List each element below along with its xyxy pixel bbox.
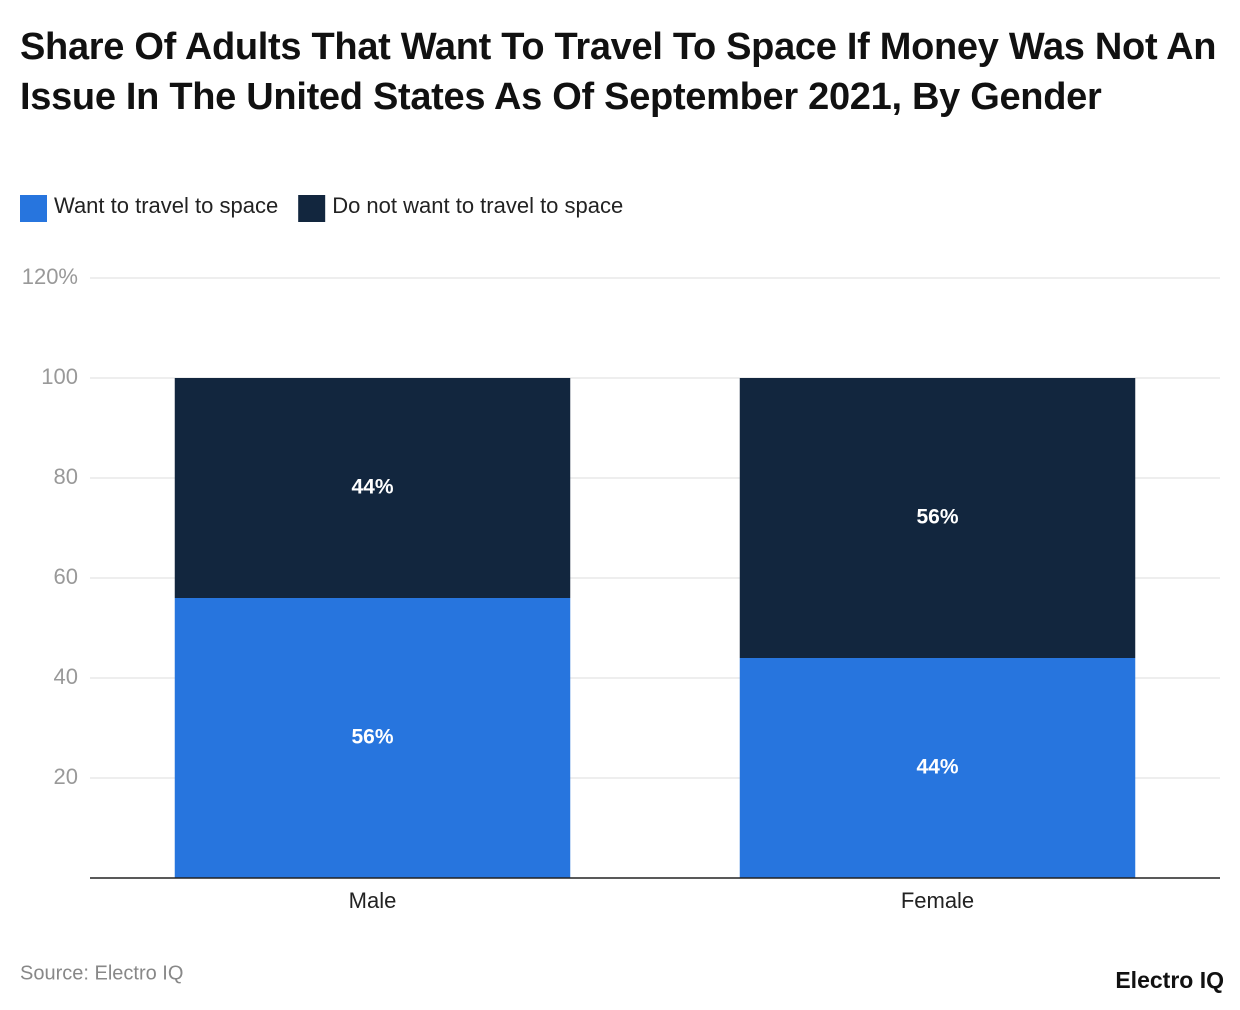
y-tick-label: 60 [54,564,78,589]
brand: Electro IQ [1115,967,1224,993]
y-tick-label: 120% [22,264,78,289]
legend-swatch [20,195,47,222]
chart-title: Share Of Adults That Want To Travel To S… [20,26,1217,118]
y-tick-label: 40 [54,664,78,689]
data-label: 44% [351,476,393,499]
bar-segment [174,378,571,598]
source: Source: Electro IQ [20,962,183,984]
bar-segment [739,378,1136,658]
y-tick-label: 20 [54,764,78,789]
data-label: 56% [351,726,393,749]
data-label: 56% [916,506,958,529]
legend-swatch [298,195,326,222]
y-tick-label: 80 [54,464,78,489]
y-tick-label: 100 [41,364,78,389]
bar-segment [174,598,571,878]
x-tick-label: Female [901,888,974,913]
legend-label: Want to travel to space [54,193,278,218]
legend-label: Do not want to travel to space [332,193,623,218]
bar-segment [739,658,1136,878]
data-label: 44% [916,756,958,779]
x-tick-label: Male [349,888,397,913]
